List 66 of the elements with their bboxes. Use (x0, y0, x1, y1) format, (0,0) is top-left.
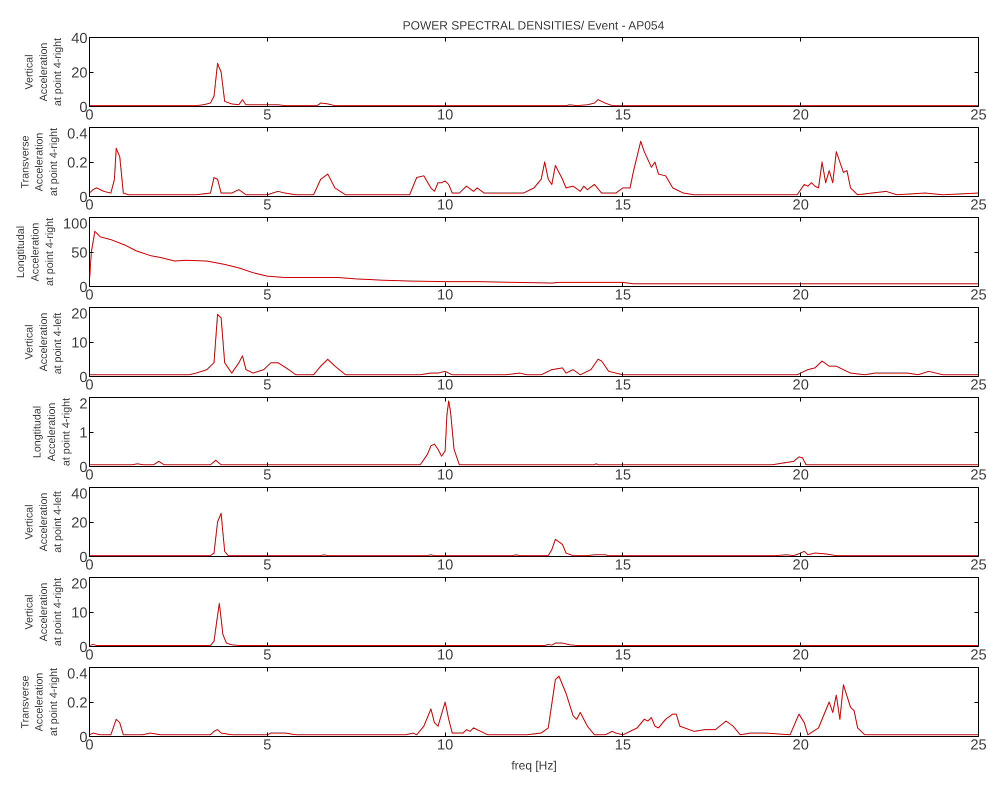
y-tick-label: 40 (71, 31, 88, 47)
x-tick-label: 15 (614, 378, 632, 394)
x-tick-label: 5 (263, 468, 272, 484)
x-tick-label: 20 (792, 198, 809, 214)
x-tick-label: 15 (614, 198, 632, 214)
x-tick-label: 15 (614, 558, 632, 574)
x-tick-label: 20 (792, 738, 809, 754)
x-tick-label: 15 (614, 288, 632, 304)
y-tick-label: 20 (71, 306, 88, 322)
y-axis-title: Vertical Acceleration at point 4-right (23, 578, 64, 646)
y-axis-title: Longtitudal Acceleration at point 4-right (15, 218, 56, 286)
x-tick-label: 20 (792, 648, 809, 664)
y-axis-title: Transverse Acceleration at point 4-right (19, 128, 60, 196)
x-tick-label: 20 (792, 288, 809, 304)
x-tick-label: 10 (436, 738, 454, 754)
y-tick-label: 40 (71, 486, 88, 502)
y-tick-label: 0.2 (67, 156, 88, 172)
x-tick-label: 5 (263, 378, 272, 394)
y-tick-label: 0.4 (67, 666, 88, 682)
x-tick-label: 10 (436, 108, 454, 124)
x-axis-title: freq [Hz] (511, 758, 557, 772)
x-tick-label: 15 (614, 738, 632, 754)
y-tick-label: 20 (71, 516, 88, 532)
y-axis-title: Vertical Acceleration at point 4-right (23, 38, 64, 106)
x-tick-label: 5 (263, 288, 272, 304)
x-tick-label: 20 (792, 558, 809, 574)
y-tick-label: 20 (71, 576, 88, 592)
y-tick-label: 100 (63, 216, 88, 232)
x-tick-label: 5 (263, 198, 272, 214)
x-tick-label: 25 (970, 378, 987, 394)
x-tick-label: 20 (792, 108, 809, 124)
y-axis-title: Vertical Acceleration at point 4-left (23, 312, 64, 374)
x-tick-label: 10 (436, 198, 454, 214)
x-tick-label: 20 (792, 378, 809, 394)
y-tick-label: 0.4 (67, 126, 88, 142)
x-tick-label: 10 (436, 468, 454, 484)
x-tick-label: 10 (436, 378, 454, 394)
x-tick-label: 25 (970, 738, 987, 754)
x-tick-label: 25 (970, 468, 987, 484)
y-tick-label: 2 (79, 396, 88, 412)
x-tick-label: 25 (970, 108, 987, 124)
x-tick-label: 20 (792, 468, 809, 484)
x-tick-label: 25 (970, 198, 987, 214)
x-tick-label: 10 (436, 648, 454, 664)
y-tick-label: 10 (71, 336, 88, 352)
x-tick-label: 15 (614, 468, 632, 484)
y-axis-title: Longtitudal Acceleration at point 4-right (32, 398, 72, 466)
x-tick-label: 5 (263, 558, 272, 574)
x-tick-label: 5 (263, 738, 272, 754)
y-tick-label: 10 (71, 606, 88, 622)
x-tick-label: 25 (970, 648, 987, 664)
x-tick-label: 25 (970, 558, 987, 574)
x-tick-label: 10 (436, 558, 454, 574)
y-tick-label: 0.2 (67, 696, 88, 712)
y-tick-label: 1 (79, 426, 88, 442)
x-tick-label: 15 (614, 648, 632, 664)
y-axis-title: Vertical Acceleration at point 4-left (23, 491, 64, 553)
y-axis-title: Transverse Acceleration at point 4-right (19, 668, 60, 736)
chart-title: POWER SPECTRAL DENSITIES/ Event - AP054 (402, 18, 665, 32)
x-tick-label: 25 (970, 288, 987, 304)
x-tick-label: 5 (263, 108, 272, 124)
y-tick-label: 50 (71, 246, 88, 262)
y-tick-label: 20 (71, 66, 88, 82)
x-tick-label: 10 (436, 288, 454, 304)
x-tick-label: 5 (263, 648, 272, 664)
x-tick-label: 15 (614, 108, 632, 124)
